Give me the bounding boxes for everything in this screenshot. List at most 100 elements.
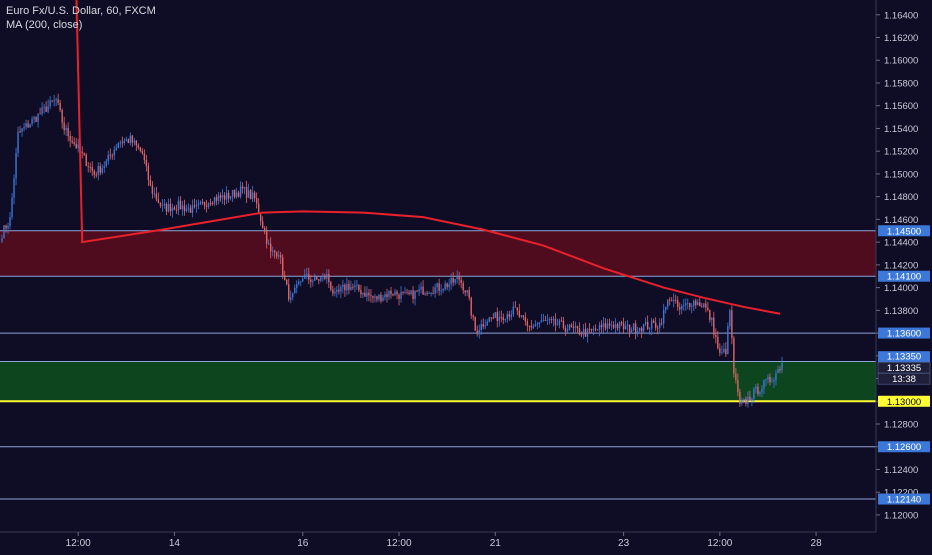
candle-body [598, 324, 601, 330]
candle-body [765, 379, 767, 381]
candle-body [49, 100, 51, 107]
candle-body [608, 323, 611, 326]
candle-body [356, 284, 358, 286]
candle-body [725, 348, 727, 355]
candle-body [719, 348, 721, 353]
candle-body [354, 285, 356, 288]
candle-body [177, 200, 180, 211]
candle-body [452, 277, 454, 283]
candle-body [161, 205, 164, 206]
candle-body [131, 135, 134, 143]
candle-body [115, 147, 117, 150]
y-tick-label: 1.16000 [884, 56, 918, 67]
candle-body [322, 275, 324, 278]
candle-body [500, 316, 502, 318]
candle-body [590, 329, 593, 331]
x-tick-label: 12:00 [66, 538, 91, 549]
candle-body [300, 281, 302, 283]
candle-body [642, 324, 645, 332]
candle-body [193, 205, 196, 207]
candle-body [504, 319, 506, 320]
candle-body [278, 255, 280, 257]
candle-body [133, 140, 136, 143]
candle-body [430, 292, 432, 294]
candle-body [426, 293, 428, 295]
candle-body [743, 398, 745, 400]
candle-body [85, 154, 87, 166]
candle-body [552, 318, 555, 320]
candle-body [57, 99, 59, 103]
candle-body [167, 203, 170, 212]
candle-body [767, 376, 769, 380]
x-tick-label: 21 [490, 538, 502, 549]
y-tick-label: 1.13800 [884, 306, 918, 317]
y-tick-label: 1.15400 [884, 124, 918, 135]
candle-body [147, 166, 150, 181]
resistance-zone [0, 230, 876, 277]
candle-body [548, 319, 551, 321]
candle-body [304, 274, 306, 279]
candle-body [438, 283, 440, 291]
candle-body [35, 117, 37, 122]
y-tick-label: 1.14000 [884, 283, 918, 294]
candle-body [255, 198, 258, 204]
candle-body [257, 203, 260, 215]
candle-body [207, 202, 210, 207]
candle-body [235, 192, 238, 198]
candle-body [364, 292, 366, 297]
candle-body [749, 396, 751, 401]
candle-body [727, 325, 729, 355]
candle-body [312, 280, 314, 282]
candle-body [239, 186, 242, 197]
candle-body [181, 205, 184, 210]
candle-body [280, 255, 282, 258]
level-price-tag-bg [878, 270, 930, 282]
candle-body [111, 155, 113, 157]
candle-body [296, 284, 298, 288]
candle-body [362, 292, 364, 295]
candle-body [512, 306, 515, 315]
candle-body [528, 325, 531, 327]
candle-body [265, 231, 268, 244]
chart-legend: Euro Fx/U.S. Dollar, 60, FXCM MA (200, c… [6, 4, 156, 32]
candle-body [324, 275, 326, 279]
candle-body [596, 329, 599, 331]
candle-body [450, 277, 452, 285]
candle-body [99, 165, 101, 173]
candle-body [326, 273, 328, 279]
candle-body [588, 328, 591, 330]
candle-body [646, 321, 649, 330]
candle-body [440, 290, 442, 292]
candle-body [121, 142, 124, 144]
candle-body [480, 324, 482, 330]
candle-body [273, 250, 276, 253]
candle-body [777, 369, 779, 373]
candle-body [723, 348, 725, 353]
candle-body [225, 192, 228, 200]
candle-body [737, 380, 739, 392]
candle-body [755, 386, 757, 389]
candle-body [604, 323, 607, 329]
candle-body [320, 277, 322, 281]
candle-body [492, 317, 494, 319]
candle-body [360, 290, 362, 295]
candle-body [648, 328, 651, 330]
candle-body [532, 326, 535, 328]
candle-body [687, 303, 689, 305]
candle-body [69, 136, 71, 141]
candle-body [556, 324, 559, 326]
candle-body [394, 291, 396, 296]
candle-body [675, 299, 677, 301]
candle-body [223, 195, 226, 200]
candle-body [701, 306, 703, 307]
candle-body [524, 316, 527, 322]
candle-body [306, 273, 308, 275]
candle-body [336, 289, 338, 292]
candle-body [308, 273, 310, 280]
candle-body [689, 303, 691, 307]
candle-body [570, 324, 573, 328]
candle-body [187, 207, 190, 209]
